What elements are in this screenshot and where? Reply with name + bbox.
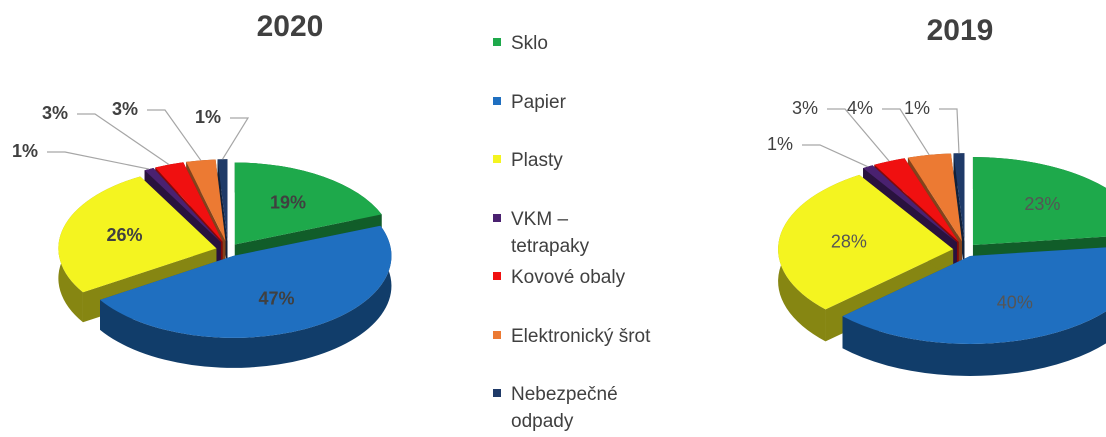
legend-label: Kovové obaly xyxy=(511,267,626,288)
data-label: 26% xyxy=(107,225,143,245)
leader-line xyxy=(939,108,960,154)
legend-swatch xyxy=(493,389,501,397)
legend-item: Kovové obaly xyxy=(490,264,651,291)
legend-item: Papier xyxy=(490,89,651,116)
slice-top xyxy=(186,159,226,242)
data-label: 28% xyxy=(831,231,867,251)
legend-label: Papier xyxy=(511,91,566,113)
slice-top xyxy=(234,162,382,245)
legend-swatch xyxy=(493,213,501,222)
leader-line xyxy=(827,108,890,162)
leader-line xyxy=(47,151,150,170)
legend-item: VKM – tetrapaky xyxy=(490,206,651,260)
data-label: 23% xyxy=(1024,194,1060,214)
data-label: 1% xyxy=(12,141,38,161)
leader-line xyxy=(77,113,170,166)
data-label: 47% xyxy=(258,288,294,308)
slice-top xyxy=(778,174,954,310)
legend-label: Plasty xyxy=(511,150,563,171)
legend-item: Elektronický šrot xyxy=(490,323,651,350)
chart-title: 2019 xyxy=(927,14,994,47)
data-label: 19% xyxy=(270,193,306,213)
legend-swatch xyxy=(493,272,501,280)
data-label: 40% xyxy=(997,292,1033,312)
slice-top xyxy=(144,167,221,243)
slice-top xyxy=(842,247,1106,344)
slice-top xyxy=(58,176,217,293)
leader-line xyxy=(147,109,202,161)
data-label: 1% xyxy=(904,98,930,118)
data-label: 3% xyxy=(112,99,138,119)
chart-title: 2020 xyxy=(257,10,324,43)
data-label: 3% xyxy=(42,103,68,123)
data-label: 4% xyxy=(847,98,873,118)
legend-swatch xyxy=(493,155,501,163)
legend-label: VKM – tetrapaky xyxy=(511,208,590,257)
legend-swatch xyxy=(493,330,501,339)
leader-line xyxy=(882,108,930,156)
slice-wall xyxy=(842,311,1106,376)
data-label: 1% xyxy=(767,134,793,154)
legend-item: Sklo xyxy=(490,30,651,57)
legend-item: Plasty xyxy=(490,147,651,174)
leader-line xyxy=(222,117,250,160)
data-label: 1% xyxy=(195,107,221,127)
slice-top xyxy=(907,153,963,242)
data-label: 3% xyxy=(792,98,818,118)
legend-item: Nebezpečné odpady xyxy=(490,381,651,435)
leader-line xyxy=(802,144,869,168)
slice xyxy=(972,157,1106,278)
slice-top xyxy=(100,225,392,338)
slice-top xyxy=(155,162,223,242)
legend-swatch xyxy=(493,38,501,46)
slice-top xyxy=(863,165,957,243)
slice-wall xyxy=(100,225,392,368)
slice-top xyxy=(953,153,965,242)
legend-label: Sklo xyxy=(511,33,548,54)
legend-swatch xyxy=(493,96,501,105)
slice xyxy=(100,225,392,368)
legend-label: Elektronický šrot xyxy=(511,325,651,347)
slice xyxy=(842,247,1106,376)
legend-label: Nebezpečné odpady xyxy=(511,384,618,432)
slice-top xyxy=(217,159,228,242)
slice-top xyxy=(972,157,1106,246)
slice-top xyxy=(874,158,959,242)
